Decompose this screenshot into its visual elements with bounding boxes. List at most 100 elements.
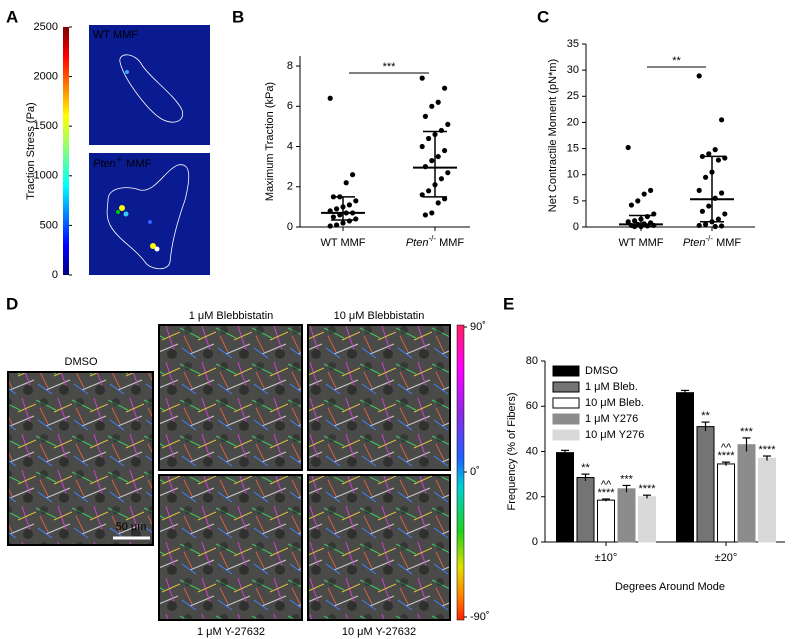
data-point bbox=[327, 95, 333, 101]
x-axis-label: Degrees Around Mode bbox=[615, 581, 725, 593]
angle-colorbar bbox=[456, 324, 465, 621]
significance-label: **** bbox=[758, 444, 776, 456]
data-point bbox=[625, 144, 631, 151]
bar bbox=[556, 452, 574, 543]
data-point bbox=[327, 223, 333, 229]
data-point bbox=[435, 153, 441, 160]
y-tick-label: 20 bbox=[526, 491, 538, 503]
data-point bbox=[353, 198, 359, 204]
data-point bbox=[334, 206, 340, 212]
data-point bbox=[632, 218, 638, 224]
image-label: DMSO bbox=[65, 356, 98, 368]
data-point bbox=[699, 208, 706, 214]
traction-spot bbox=[154, 246, 160, 252]
data-point bbox=[350, 172, 356, 178]
data-point bbox=[719, 223, 725, 229]
y-tick-label: 25 bbox=[567, 90, 579, 102]
data-point bbox=[435, 200, 441, 206]
legend-swatch bbox=[552, 397, 580, 409]
legend-swatch bbox=[552, 381, 580, 393]
data-point bbox=[442, 147, 448, 154]
data-point bbox=[715, 157, 722, 163]
data-point bbox=[426, 188, 432, 194]
y-tick-label: 40 bbox=[526, 445, 538, 457]
x-tick-label: Pten-/- MMF bbox=[406, 234, 465, 249]
data-point bbox=[696, 187, 702, 193]
significance-label: ^^ bbox=[601, 479, 612, 491]
fiber-image bbox=[307, 324, 451, 471]
label-part: -/- bbox=[428, 234, 436, 243]
significance-label: *** bbox=[740, 426, 754, 438]
data-point bbox=[346, 202, 352, 208]
label-part: MMF bbox=[436, 237, 464, 249]
fiber-image bbox=[7, 371, 154, 546]
y-tick-label: 6 bbox=[287, 100, 293, 112]
bar bbox=[696, 426, 715, 543]
panel-label: E bbox=[503, 294, 514, 313]
x-tick-label: ±10° bbox=[595, 552, 618, 564]
data-point bbox=[422, 212, 428, 218]
data-point bbox=[644, 213, 651, 220]
data-point bbox=[442, 85, 448, 91]
fiber-image bbox=[158, 474, 303, 621]
traction-spot bbox=[119, 205, 125, 211]
bar bbox=[737, 444, 756, 543]
label-part: -/- bbox=[705, 234, 713, 243]
y-tick-label: 0 bbox=[573, 221, 579, 233]
traction-map bbox=[89, 25, 210, 145]
bar bbox=[638, 496, 656, 543]
data-point bbox=[712, 223, 718, 230]
panel-label: B bbox=[232, 7, 244, 26]
data-point bbox=[715, 216, 722, 222]
fiber-image bbox=[158, 324, 303, 471]
bar bbox=[576, 477, 595, 543]
data-point bbox=[625, 219, 631, 225]
legend-swatch bbox=[552, 365, 580, 377]
significance-label: **** bbox=[638, 483, 656, 495]
data-point bbox=[435, 99, 441, 105]
data-point bbox=[429, 210, 435, 216]
data-point bbox=[438, 127, 444, 134]
legend-label: DMSO bbox=[585, 365, 618, 377]
label-part: Pten bbox=[406, 237, 429, 249]
cell-outline bbox=[119, 54, 184, 123]
label-part: Pten bbox=[683, 237, 706, 249]
panel-label: D bbox=[6, 294, 18, 313]
cell-outline bbox=[106, 164, 190, 270]
data-point bbox=[719, 117, 725, 123]
label-part: -/- bbox=[116, 155, 124, 164]
panel-labels: A B C D E bbox=[6, 7, 549, 313]
label-part: Pten bbox=[93, 158, 116, 170]
colorbar-tick-label: 0 bbox=[52, 269, 58, 281]
traction-spot bbox=[150, 243, 156, 249]
colorbar-label: Traction Stress (Pa) bbox=[25, 102, 37, 199]
colorbar-tick-label: 0˚ bbox=[470, 466, 480, 478]
colorbar-tick-label: 1000 bbox=[34, 170, 58, 182]
data-point bbox=[696, 222, 702, 229]
x-tick-label: ±20° bbox=[715, 552, 738, 564]
traction-spot bbox=[123, 211, 129, 217]
colorbar-tick-label: 2500 bbox=[34, 21, 58, 33]
data-point bbox=[706, 203, 712, 209]
fiber-images bbox=[7, 324, 451, 621]
bar bbox=[676, 392, 694, 543]
y-tick-label: 4 bbox=[287, 140, 293, 152]
significance-label: ** bbox=[581, 462, 590, 474]
data-point bbox=[445, 121, 451, 127]
fiber-image bbox=[307, 474, 451, 621]
data-point bbox=[696, 73, 702, 79]
traction-images bbox=[89, 25, 210, 275]
traction-spot bbox=[148, 220, 152, 224]
data-point bbox=[445, 170, 451, 176]
legend-label: 10 μM Y276 bbox=[585, 429, 644, 441]
colorbar bbox=[63, 27, 69, 275]
data-point bbox=[648, 187, 654, 193]
label-part: MMF bbox=[713, 237, 741, 249]
y-tick-label: 35 bbox=[567, 38, 579, 50]
data-point bbox=[422, 113, 428, 119]
label-part: MMF bbox=[123, 158, 151, 170]
significance-label: ^^ bbox=[721, 442, 732, 454]
legend-label: 1 μM Y276 bbox=[585, 413, 638, 425]
significance-label: *** bbox=[620, 473, 634, 485]
panel-label: A bbox=[6, 7, 18, 26]
